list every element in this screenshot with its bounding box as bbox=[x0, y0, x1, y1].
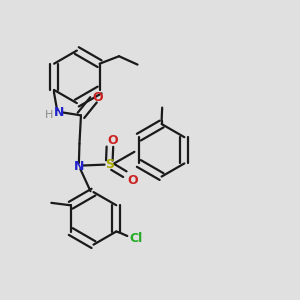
Text: O: O bbox=[107, 134, 118, 147]
Text: N: N bbox=[74, 160, 84, 172]
Text: S: S bbox=[105, 158, 114, 171]
Text: O: O bbox=[127, 174, 138, 187]
Text: O: O bbox=[92, 91, 103, 104]
Text: Cl: Cl bbox=[129, 232, 142, 245]
Text: H: H bbox=[45, 110, 53, 120]
Text: N: N bbox=[54, 106, 64, 119]
